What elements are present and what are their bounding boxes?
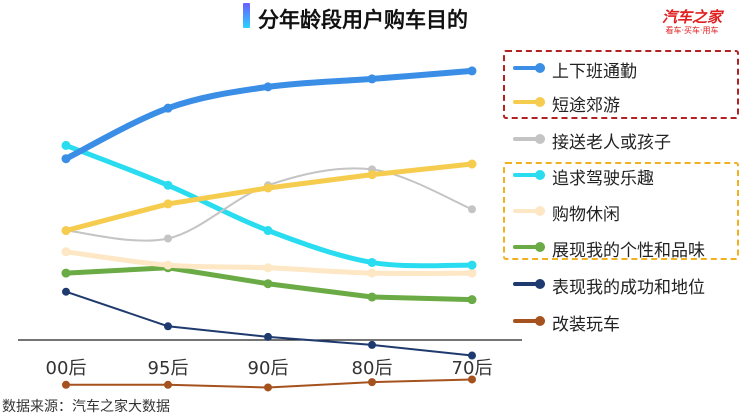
legend-dot: [535, 279, 545, 289]
legend-dot: [535, 97, 545, 107]
legend-swatch: [513, 66, 545, 70]
data-point: [164, 380, 172, 389]
legend-group-box-red: [503, 50, 739, 119]
data-point: [468, 205, 476, 214]
data-point: [264, 332, 272, 341]
data-point: [263, 226, 273, 236]
data-point: [263, 279, 273, 289]
legend-label: 表现我的成功和地位: [552, 278, 705, 298]
legend-dot: [535, 316, 545, 326]
chart-title: 分年龄段用户购车目的: [258, 8, 468, 32]
x-tick-label: 95后: [148, 358, 189, 379]
legend-label: 短途郊游: [552, 96, 620, 116]
legend-group-box-gold: [503, 162, 739, 260]
data-point: [468, 375, 476, 384]
legend-swatch: [513, 282, 545, 286]
legend-swatch: [513, 319, 545, 323]
legend-item-family-pickup[interactable]: 接送老人或孩子: [510, 126, 740, 153]
legend-label: 展现我的个性和品味: [552, 241, 705, 261]
legend-label: 追求驾驶乐趣: [552, 169, 654, 189]
legend-dot: [535, 170, 545, 180]
data-point: [164, 234, 172, 243]
data-point: [62, 380, 70, 389]
data-point: [61, 154, 71, 164]
data-point: [367, 268, 377, 278]
legend-swatch: [513, 137, 545, 141]
data-point: [467, 295, 477, 305]
title-accent-bar: [243, 3, 250, 28]
data-point: [367, 257, 377, 267]
data-point: [368, 340, 376, 349]
data-point: [163, 180, 173, 190]
legend-swatch: [513, 173, 545, 177]
data-point: [263, 263, 273, 273]
autohome-logo: 汽车之家 看车·买车·用车: [652, 9, 732, 36]
data-point: [467, 159, 477, 169]
series-line: [63, 142, 475, 269]
data-point: [61, 268, 71, 278]
legend-item-status[interactable]: 表现我的成功和地位: [510, 271, 740, 298]
data-point: [367, 74, 377, 84]
legend-label: 上下班通勤: [552, 62, 637, 82]
data-point: [367, 170, 377, 180]
data-point: [164, 322, 172, 331]
legend-swatch: [513, 100, 545, 104]
data-point: [163, 199, 173, 209]
legend-label: 接送老人或孩子: [552, 133, 671, 153]
data-point: [163, 260, 173, 270]
x-tick-label: 90后: [248, 358, 289, 379]
data-point: [368, 378, 376, 387]
data-point: [61, 226, 71, 236]
data-point: [467, 260, 477, 270]
legend-item-driving-fun[interactable]: 追求驾驶乐趣: [510, 162, 740, 189]
data-point: [61, 247, 71, 257]
x-tick-label: 70后: [452, 358, 493, 379]
legend-label: 改装玩车: [552, 315, 620, 335]
data-point: [467, 268, 477, 278]
legend-item-modding[interactable]: 改装玩车: [510, 308, 740, 335]
data-point: [62, 287, 70, 296]
legend-item-shopping[interactable]: 购物休闲: [510, 198, 740, 225]
data-point: [264, 383, 272, 392]
data-point: [163, 103, 173, 113]
legend-item-short-trip[interactable]: 短途郊游: [510, 89, 740, 116]
legend-dot: [535, 63, 545, 73]
legend-item-personality[interactable]: 展现我的个性和品味: [510, 234, 740, 261]
logo-slogan: 看车·买车·用车: [665, 26, 719, 35]
legend-dot: [535, 134, 545, 144]
series-line: [63, 161, 475, 234]
legend-swatch: [513, 245, 545, 249]
x-tick-label: 80后: [352, 358, 393, 379]
data-point: [367, 292, 377, 302]
data-point: [263, 82, 273, 92]
legend-swatch: [513, 209, 545, 213]
legend-dot: [535, 206, 545, 216]
data-point: [61, 140, 71, 150]
legend-dot: [535, 242, 545, 252]
series-line: [65, 290, 473, 357]
data-point: [467, 66, 477, 76]
data-source-note: 数据来源：汽车之家大数据: [2, 399, 170, 415]
x-tick-label: 00后: [46, 358, 87, 379]
logo-name: 汽车之家: [661, 8, 722, 26]
legend-label: 购物休闲: [552, 205, 620, 225]
data-point: [263, 183, 273, 193]
data-point: [468, 351, 476, 360]
legend-item-commute[interactable]: 上下班通勤: [510, 55, 740, 82]
